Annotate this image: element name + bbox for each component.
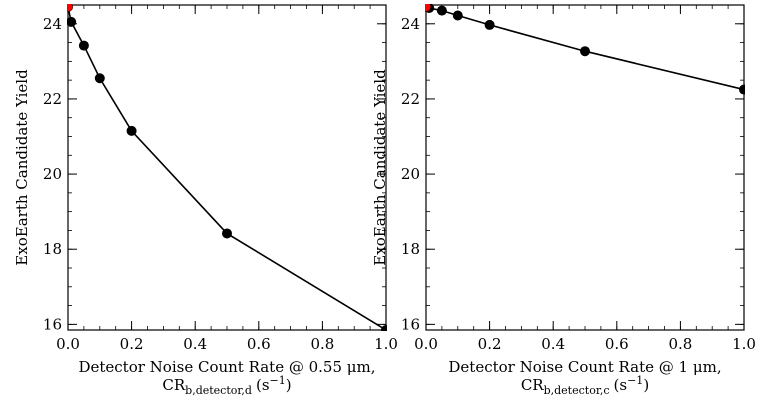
x-tick-label: 0.6: [247, 335, 271, 353]
y-axis-label: ExoEarth Candidate Yield: [13, 69, 31, 266]
y-tick-label: 22: [401, 90, 420, 108]
data-point: [381, 325, 387, 331]
x-tick-label: 1.0: [374, 335, 398, 353]
data-layer: [425, 4, 745, 95]
y-tick-label: 18: [401, 240, 420, 258]
x-tick-label: 0.4: [541, 335, 565, 353]
x-axis-label-line1: Detector Noise Count Rate @ 0.55 μm,: [78, 358, 375, 376]
series-line: [67, 6, 387, 331]
data-point: [126, 125, 137, 136]
x-axis-label-subscript: b,detector,d: [185, 384, 252, 397]
x-tick-label: 0.6: [605, 335, 629, 353]
y-tick-label: 22: [43, 90, 62, 108]
y-tick-label: 16: [401, 315, 420, 333]
x-tick-label: 0.0: [56, 335, 80, 353]
x-axis-label-cr: CR: [521, 376, 544, 394]
x-axis-label-unit: (s: [614, 376, 628, 394]
data-point: [484, 19, 495, 30]
highlight-point: [67, 4, 73, 12]
x-tick-label: 0.4: [183, 335, 207, 353]
x-axis-label-close: ): [286, 376, 292, 394]
y-tick-label: 24: [43, 15, 62, 33]
data-point: [739, 84, 745, 95]
y-tick-label: 16: [43, 315, 62, 333]
x-axis-label-line2: CRb,detector,d (s−1): [162, 374, 291, 397]
plot-frame: [67, 4, 387, 331]
y-tick-label: 20: [43, 165, 62, 183]
x-tick-label: 1.0: [732, 335, 756, 353]
data-point: [436, 5, 447, 16]
x-tick-label: 0.8: [668, 335, 692, 353]
x-tick-label: 0.8: [310, 335, 334, 353]
x-axis-label-superscript: −1: [627, 374, 643, 387]
y-tick-label: 24: [401, 15, 420, 33]
x-axis-label-close: ): [643, 376, 649, 394]
y-tick-label: 18: [43, 240, 62, 258]
x-axis-label-cr: CR: [162, 376, 185, 394]
data-point: [94, 73, 105, 84]
data-point: [78, 40, 89, 51]
y-tick-label: 20: [401, 165, 420, 183]
data-point: [580, 46, 590, 57]
data-point: [67, 16, 77, 27]
data-point: [452, 10, 463, 21]
x-tick-label: 0.2: [120, 335, 144, 353]
y-axis-label: ExoEarth Candidate Yield: [371, 69, 389, 266]
data-point: [222, 228, 232, 239]
data-layer: [67, 4, 387, 331]
x-tick-label: 0.2: [478, 335, 502, 353]
x-tick-label: 0.0: [414, 335, 438, 353]
x-axis-label-superscript: −1: [270, 374, 286, 387]
x-axis-label-line1: Detector Noise Count Rate @ 1 μm,: [448, 358, 721, 376]
x-axis-label-subscript: b,detector,c: [544, 384, 610, 397]
chart-panel-1: 0.0 0.2 0.4 0.6 0.8 1.0 16 18 20 22 24 ExoEarth Can…: [13, 4, 398, 397]
highlight-point: [425, 4, 431, 12]
x-axis-label-line2: CRb,detector,c (s−1): [521, 374, 649, 397]
x-axis-label-unit: (s: [256, 376, 270, 394]
